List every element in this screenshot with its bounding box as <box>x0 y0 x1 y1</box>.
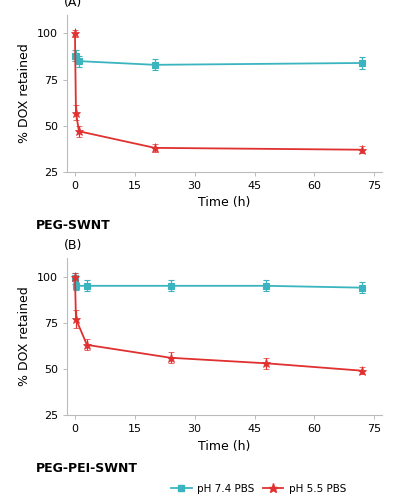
Text: (B): (B) <box>64 239 82 252</box>
X-axis label: Time (h): Time (h) <box>199 196 251 209</box>
Y-axis label: % DOX retained: % DOX retained <box>19 44 32 144</box>
Text: (A): (A) <box>64 0 82 8</box>
Text: PEG-SWNT: PEG-SWNT <box>35 219 110 232</box>
Text: PEG-PEI-SWNT: PEG-PEI-SWNT <box>35 462 138 475</box>
Y-axis label: % DOX retained: % DOX retained <box>19 286 32 386</box>
X-axis label: Time (h): Time (h) <box>199 440 251 452</box>
Legend: pH 7.4 PBS, pH 5.5 PBS: pH 7.4 PBS, pH 5.5 PBS <box>167 480 350 498</box>
